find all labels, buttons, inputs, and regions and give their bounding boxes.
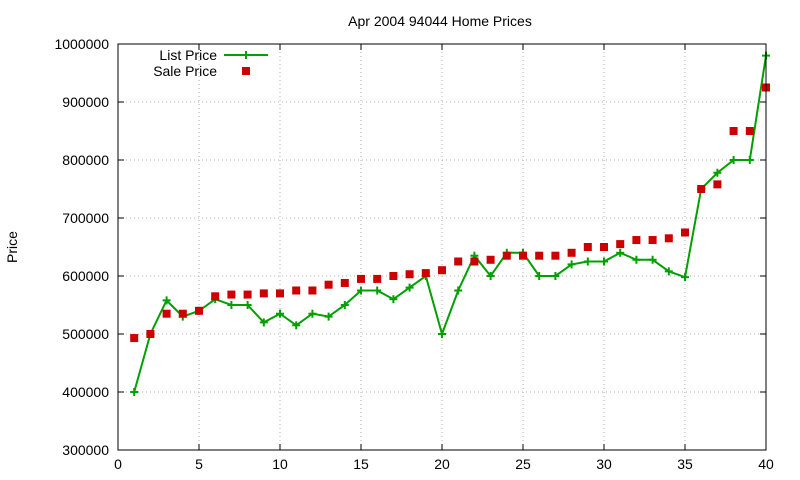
y-tick-label: 500000 — [62, 326, 109, 342]
list-price-point — [308, 309, 317, 318]
y-tick-label: 600000 — [62, 268, 109, 284]
sale-price-point — [227, 290, 236, 299]
x-tick-label: 30 — [596, 456, 612, 472]
y-tick-label: 1000000 — [54, 36, 109, 52]
sale-price-point — [211, 292, 220, 301]
sale-price-point — [729, 127, 738, 135]
sale-price-point — [373, 274, 382, 283]
sale-price-point — [486, 255, 495, 264]
list-price-point — [340, 301, 349, 309]
list-price-point — [681, 273, 689, 282]
sale-price-point — [389, 272, 398, 280]
sale-price-point — [421, 269, 430, 278]
y-tick-label: 400000 — [62, 384, 109, 400]
sale-price-point — [745, 127, 754, 135]
sale-price-point — [616, 240, 625, 249]
sale-price-point — [664, 234, 673, 243]
sale-price-point — [535, 251, 544, 260]
sale-price-point — [243, 290, 252, 299]
x-tick-label: 20 — [434, 456, 450, 472]
sale-price-point — [681, 228, 689, 237]
plot-frame — [117, 43, 767, 451]
list-price-point — [616, 248, 625, 257]
grid-lines — [118, 44, 766, 450]
list-price-point — [664, 267, 673, 276]
x-tick-label: 15 — [353, 456, 369, 472]
y-tick-label: 300000 — [62, 442, 109, 458]
list-price-point — [745, 156, 754, 164]
sale-price-point — [551, 251, 560, 260]
x-tick-label: 25 — [515, 456, 531, 472]
sale-price-point — [178, 309, 187, 318]
list-price-line — [133, 55, 767, 393]
sale-price-point — [292, 286, 301, 295]
list-price-point — [405, 283, 414, 292]
sale-price-point — [162, 309, 171, 318]
legend-marker-sale-price — [242, 67, 250, 75]
list-price-point — [130, 388, 139, 396]
sale-price-point — [340, 278, 349, 287]
list-price-point — [583, 257, 592, 266]
list-price-point — [357, 286, 365, 295]
sale-price-point — [648, 236, 657, 245]
sale-price-point — [146, 330, 155, 338]
list-price-point — [259, 318, 268, 327]
x-tick-label: 40 — [758, 456, 774, 472]
list-price-point — [600, 257, 608, 266]
tick-labels: 0 5 10 15 20 25 30 35 40 300000 400000 500000 600000… — [54, 36, 774, 472]
x-tick-label: 5 — [195, 456, 203, 472]
sale-price-point — [438, 266, 446, 275]
sale-price-point — [567, 248, 576, 257]
sale-price-point — [308, 286, 317, 295]
sale-price-point — [713, 180, 722, 189]
y-tick-label: 700000 — [62, 210, 109, 226]
y-axis-label: Price — [4, 231, 20, 263]
chart-title: Apr 2004 94044 Home Prices — [348, 13, 532, 29]
list-price-point — [292, 321, 301, 330]
sale-price-point — [195, 306, 203, 315]
list-price-point — [454, 286, 463, 295]
list-price-point — [373, 286, 382, 295]
list-price-point — [567, 260, 576, 269]
sale-price-point — [276, 289, 284, 298]
list-price-point — [632, 255, 641, 264]
legend-label-sale-price: Sale Price — [153, 63, 217, 79]
sale-price-point — [697, 185, 706, 193]
sale-price-point — [502, 251, 511, 260]
list-price-point — [227, 301, 236, 309]
x-tick-label: 10 — [272, 456, 288, 472]
x-tick-label: 35 — [677, 456, 693, 472]
sale-price-point — [632, 236, 641, 245]
x-tick-label: 0 — [114, 456, 122, 472]
list-price-point — [276, 309, 284, 318]
sale-price-point — [130, 334, 139, 343]
list-price-point — [551, 272, 560, 280]
sale-price-point — [454, 257, 463, 266]
series-group — [130, 51, 770, 396]
y-tick-label: 800000 — [62, 152, 109, 168]
y-tick-label: 900000 — [62, 94, 109, 110]
sale-price-point — [357, 274, 365, 283]
sale-price-point — [600, 243, 608, 251]
list-price-point — [438, 330, 446, 338]
sale-price-point — [519, 251, 527, 260]
list-price-point — [486, 272, 495, 280]
list-price-point — [729, 156, 738, 164]
sale-price-point — [324, 280, 333, 289]
sale-price-point — [470, 257, 479, 266]
list-price-point — [389, 295, 398, 304]
list-price-point — [243, 301, 252, 309]
legend-label-list-price: List Price — [159, 47, 217, 63]
sale-price-point — [583, 243, 592, 251]
list-price-point — [535, 272, 544, 280]
list-price-point — [713, 168, 722, 177]
list-price-point — [648, 255, 657, 264]
sale-price-point — [259, 289, 268, 298]
list-price-point — [162, 296, 171, 305]
list-price-point — [324, 312, 333, 321]
sale-price-point — [405, 270, 414, 279]
